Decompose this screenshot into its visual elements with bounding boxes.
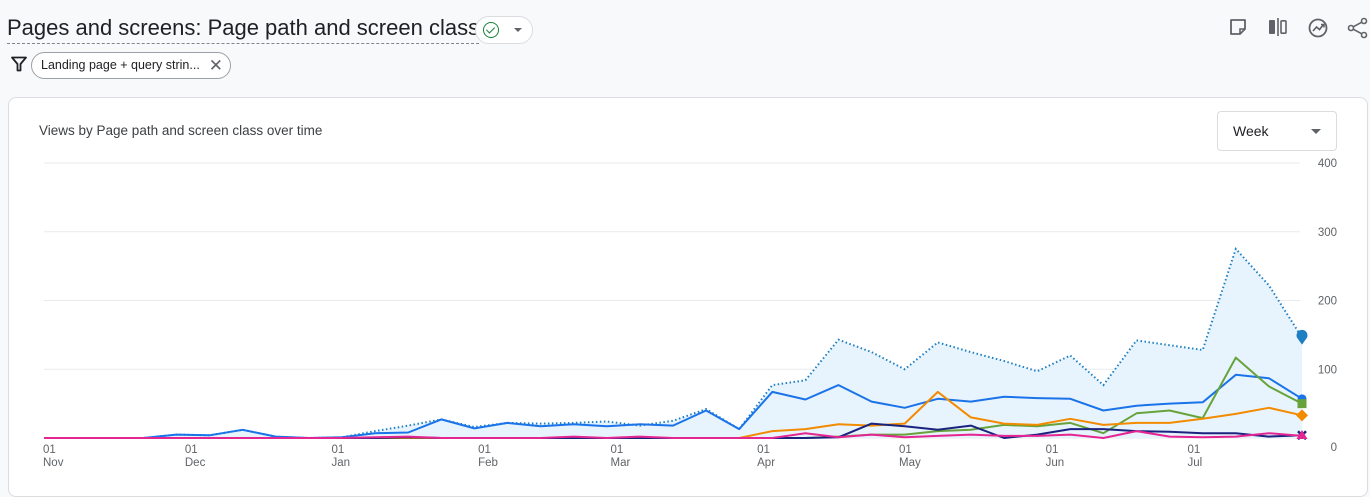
square-marker bbox=[1297, 399, 1307, 409]
note-icon[interactable] bbox=[1228, 17, 1248, 37]
page-title[interactable]: Pages and screens: Page path and screen … bbox=[7, 14, 480, 44]
x-tick-month: Apr bbox=[757, 457, 775, 469]
series-area bbox=[44, 248, 1302, 438]
x-tick-month: Jul bbox=[1187, 457, 1202, 469]
caret-down-icon bbox=[1311, 129, 1321, 134]
x-tick-month: Feb bbox=[478, 457, 498, 469]
share-icon[interactable] bbox=[1347, 17, 1369, 39]
y-tick-label: 200 bbox=[1318, 296, 1337, 308]
close-icon[interactable]: ✕ bbox=[208, 56, 223, 75]
x-tick-month: Nov bbox=[43, 457, 64, 469]
insights-icon[interactable] bbox=[1307, 17, 1329, 39]
y-tick-label: 0 bbox=[1331, 442, 1337, 454]
triangle-marker bbox=[1296, 429, 1308, 439]
caret-down-icon bbox=[514, 28, 522, 32]
granularity-select[interactable]: Week bbox=[1217, 111, 1337, 151]
x-tick-day: 01 bbox=[757, 444, 770, 456]
filter-chip-label: Landing page + query strin... bbox=[41, 58, 200, 72]
y-tick-label: 300 bbox=[1318, 227, 1337, 239]
x-tick-day: 01 bbox=[1187, 444, 1200, 456]
x-tick-day: 01 bbox=[478, 444, 491, 456]
x-tick-month: May bbox=[899, 457, 921, 469]
x-tick-month: Jun bbox=[1046, 457, 1065, 469]
granularity-value: Week bbox=[1233, 123, 1269, 139]
x-tick-month: Dec bbox=[185, 457, 206, 469]
chart-title: Views by Page path and screen class over… bbox=[39, 123, 323, 138]
filter-icon[interactable] bbox=[11, 56, 27, 72]
filter-chip[interactable]: Landing page + query strin... ✕ bbox=[31, 52, 231, 79]
line-chart: 010020030040001Nov01Dec01Jan01Feb01Mar01… bbox=[43, 158, 1337, 469]
x-tick-day: 01 bbox=[1046, 444, 1059, 456]
series-line-1 bbox=[44, 373, 1303, 439]
diamond-marker bbox=[1296, 409, 1308, 422]
compare-icon[interactable] bbox=[1267, 17, 1289, 37]
y-tick-label: 400 bbox=[1318, 158, 1337, 170]
series-line-5 bbox=[44, 430, 1303, 439]
status-dropdown[interactable] bbox=[475, 16, 533, 44]
x-tick-day: 01 bbox=[899, 444, 912, 456]
x-tick-day: 01 bbox=[611, 444, 624, 456]
x-tick-day: 01 bbox=[331, 444, 344, 456]
y-tick-label: 100 bbox=[1318, 364, 1337, 376]
pin-marker bbox=[1296, 329, 1308, 345]
x-tick-day: 01 bbox=[185, 444, 198, 456]
x-tick-month: Mar bbox=[611, 457, 631, 469]
x-tick-month: Jan bbox=[331, 457, 350, 469]
x-tick-day: 01 bbox=[43, 444, 56, 456]
check-circle-icon bbox=[483, 22, 499, 38]
